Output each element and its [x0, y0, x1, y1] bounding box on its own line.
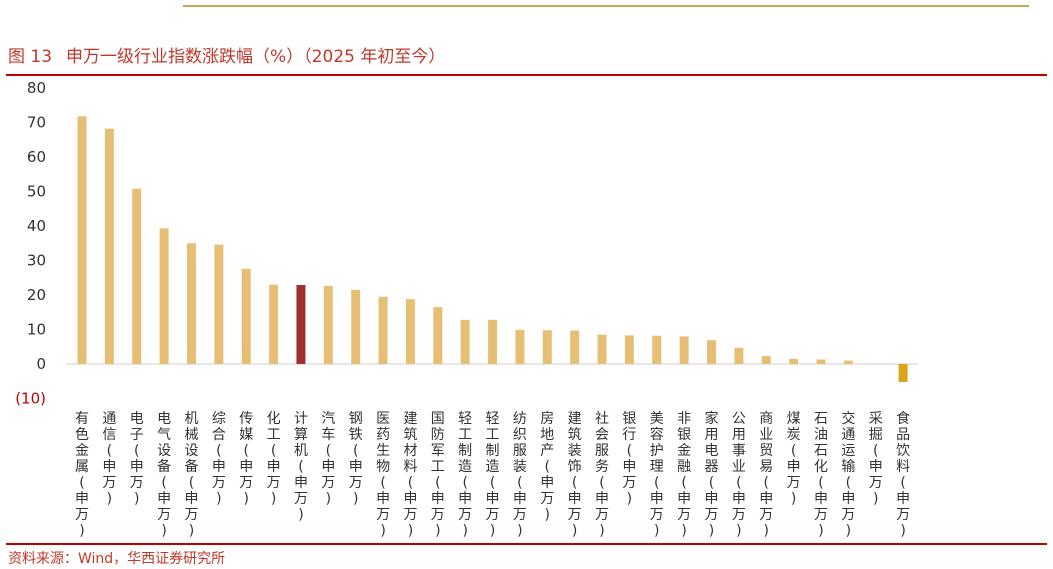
bar	[159, 228, 169, 364]
top-decorative-rule	[183, 5, 1029, 7]
x-tick-label: 通信(申万)	[102, 411, 116, 507]
bar	[542, 330, 552, 364]
x-tick-label: 美容护理(申万)	[650, 411, 664, 539]
bar	[843, 360, 853, 364]
x-tick-label: 电气设备(申万)	[157, 411, 171, 539]
y-tick-label: 0	[36, 355, 46, 373]
title-divider	[6, 74, 1047, 76]
x-tick-label: 家用电器(申万)	[705, 410, 719, 539]
bar	[104, 128, 114, 364]
bar	[652, 335, 662, 364]
bar	[624, 335, 634, 364]
y-axis: 80 70 60 50 40 30 20 10 0 (10)	[15, 79, 46, 408]
x-tick-label: 传媒(申万)	[239, 411, 253, 507]
x-tick-label: 银行(申万)	[622, 411, 636, 507]
x-tick-label: 采掘(申万)	[869, 411, 883, 507]
figure-title-text: 申万一级行业指数涨跌幅（%）（2025 年初至今）	[66, 47, 446, 67]
bar	[570, 330, 580, 364]
bar	[789, 358, 799, 364]
x-tick-label: 钢铁(申万)	[349, 411, 363, 507]
bar	[761, 356, 771, 364]
bar	[460, 319, 470, 364]
figure-title: 图 13 申万一级行业指数涨跌幅（%）（2025 年初至今）	[8, 42, 445, 67]
x-tick-label: 化工(申万)	[267, 411, 281, 507]
bar	[214, 244, 224, 364]
bar	[186, 243, 196, 364]
x-tick-label: 石油石化(申万)	[814, 411, 828, 539]
x-tick-label: 非银金融(申万)	[677, 411, 691, 539]
bar	[816, 359, 826, 364]
bar	[378, 296, 388, 364]
x-tick-label: 社会服务(申万)	[595, 411, 609, 539]
x-tick-label: 房地产(申万)	[540, 411, 554, 523]
x-tick-label: 纺织服装(申万)	[513, 411, 527, 539]
y-tick-label: 10	[27, 321, 46, 339]
bottom-divider	[6, 543, 1047, 545]
x-tick-label: 轻工制造(申万)	[486, 411, 500, 539]
bar	[433, 307, 443, 364]
x-tick-label: 计算机(申万)	[294, 411, 308, 523]
x-tick-label: 建筑装饰(申万)	[568, 411, 582, 539]
bar	[296, 284, 306, 364]
y-tick-label: 50	[27, 183, 46, 201]
x-tick-label: 机械设备(申万)	[184, 411, 198, 539]
x-tick-label: 国防军工(申万)	[431, 411, 445, 539]
x-tick-label: 有色金属(申万)	[75, 411, 89, 539]
y-tick-label: 20	[27, 286, 46, 304]
bar	[679, 336, 689, 364]
x-tick-label: 综合(申万)	[212, 411, 226, 507]
x-tick-label: 电子(申万)	[130, 411, 144, 507]
y-tick-label: 30	[27, 252, 46, 270]
bar	[323, 286, 333, 364]
x-tick-label: 商业贸易(申万)	[759, 411, 773, 539]
x-tick-label: 医药生物(申万)	[376, 411, 390, 539]
bar	[898, 364, 908, 382]
figure-number: 图 13	[8, 47, 53, 67]
y-tick-label: 60	[27, 148, 46, 166]
y-tick-label: 80	[27, 79, 46, 97]
x-tick-label: 建筑材料(申万)	[403, 411, 417, 539]
bar	[269, 284, 279, 364]
x-tick-label: 煤炭(申万)	[787, 411, 801, 507]
x-axis-labels: 有色金属(申万) 通信(申万) 电子(申万) 电气设备(申万) 机械设备(申万) 综合(申…	[75, 410, 910, 539]
bar	[241, 268, 251, 364]
source-note: 资料来源：Wind，华西证券研究所	[8, 551, 226, 567]
bar	[488, 319, 498, 364]
y-tick-label: (10)	[15, 390, 46, 408]
bar	[707, 340, 717, 364]
bar-series	[77, 116, 908, 382]
bar-chart: 80 70 60 50 40 30 20 10 0 (10) 有色金属(申万) 通信(申万) 电子(申…	[15, 79, 918, 539]
y-tick-label: 70	[27, 114, 46, 132]
bar	[132, 188, 142, 364]
bar	[597, 334, 607, 364]
bar	[515, 329, 525, 364]
x-tick-label: 轻工制造(申万)	[458, 411, 472, 539]
bar	[405, 299, 415, 364]
x-tick-label: 汽车(申万)	[321, 411, 335, 507]
bar	[734, 347, 744, 364]
bar	[351, 289, 361, 364]
bar	[77, 116, 87, 364]
y-tick-label: 40	[27, 217, 46, 235]
x-tick-label: 公用事业(申万)	[732, 411, 746, 539]
x-tick-label: 食品饮料(申万)	[896, 410, 910, 539]
x-tick-label: 交通运输(申万)	[841, 410, 855, 539]
